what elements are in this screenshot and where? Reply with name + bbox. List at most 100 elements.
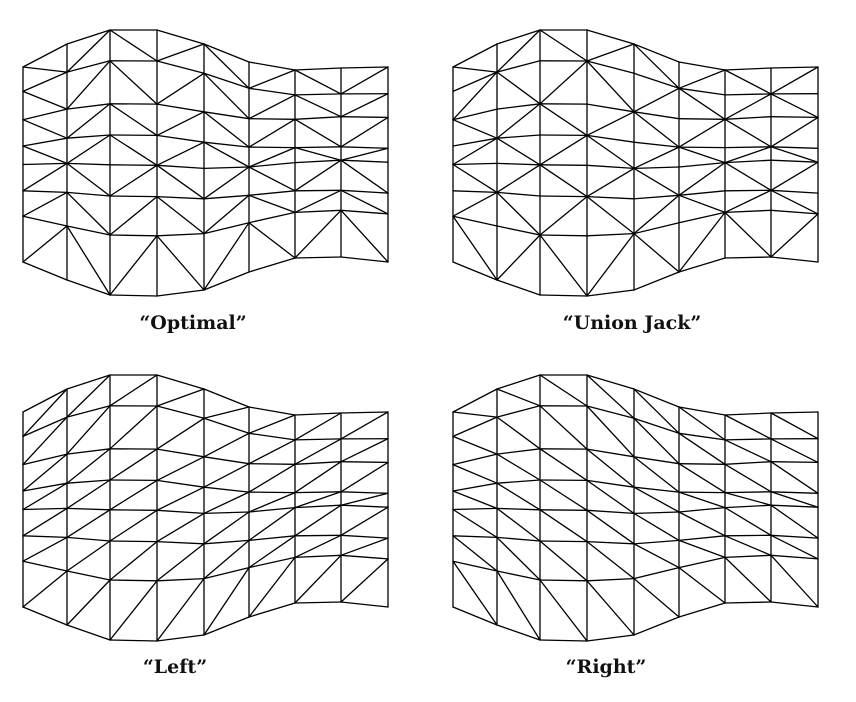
mesh-diagonal [633, 388, 680, 434]
mesh-diagonal [22, 388, 68, 438]
mesh-edge [496, 60, 541, 73]
mesh-edge [203, 511, 250, 515]
mesh-diagonal [770, 504, 819, 539]
mesh-edge [248, 506, 296, 513]
mesh-diagonal [294, 69, 342, 95]
mesh-diagonal [539, 234, 588, 297]
mesh-diagonal [770, 116, 819, 148]
mesh-edge [496, 103, 541, 110]
mesh-edge [724, 554, 772, 559]
mesh-union-jack [452, 29, 819, 297]
mesh-edge [770, 189, 819, 194]
mesh-edge [724, 209, 772, 214]
mesh-edge [452, 453, 498, 466]
mesh-diagonal [66, 540, 111, 572]
mesh-diagonal [156, 43, 205, 62]
mesh-diagonal [586, 111, 635, 137]
mesh-edge [770, 504, 819, 508]
mesh-edge [496, 29, 541, 45]
mesh-edge [156, 134, 205, 143]
mesh-edge [22, 606, 68, 626]
mesh-diagonal [770, 189, 819, 215]
mesh-diagonal [633, 194, 680, 235]
mesh-edge [633, 194, 680, 200]
mesh-diagonal [66, 405, 111, 455]
mesh-diagonal [294, 554, 342, 604]
mesh-edge [294, 438, 342, 441]
mesh-diagonal [452, 119, 498, 139]
mesh-diagonal [156, 111, 205, 137]
mesh-edge [586, 134, 635, 143]
mesh-diagonal [203, 111, 250, 148]
mesh-diagonal [539, 134, 588, 166]
mesh-edge [340, 491, 389, 494]
mesh-diagonal [586, 580, 635, 636]
mesh-edge [452, 535, 498, 539]
mesh-edge [66, 103, 111, 110]
mesh-diagonal [452, 560, 498, 626]
mesh-edge [156, 509, 205, 515]
mesh-edge [724, 461, 772, 465]
mesh-edge [539, 234, 588, 237]
mesh-edge [586, 232, 635, 237]
mesh-diagonal [66, 479, 111, 510]
mesh-diagonal [724, 211, 772, 258]
mesh-diagonal [203, 432, 250, 458]
mesh-edge [294, 209, 342, 214]
mesh-edge [770, 116, 819, 119]
mesh-edge [586, 164, 635, 170]
mesh-edge [586, 60, 635, 74]
mesh-edge [340, 116, 389, 119]
mesh-diagonal [678, 406, 726, 441]
mesh-diagonal [109, 134, 158, 166]
mesh-diagonal [22, 119, 68, 139]
mesh-edge [248, 146, 296, 149]
mesh-edge [294, 146, 342, 149]
mesh-edge [294, 504, 342, 509]
mesh-edge [340, 159, 389, 163]
mesh-edge [22, 215, 68, 227]
mesh-edge [452, 162, 498, 166]
mesh-diagonal [452, 490, 498, 510]
mesh-edge [770, 209, 819, 215]
mesh-diagonal [633, 232, 680, 273]
mesh-diagonal [724, 556, 772, 603]
mesh-diagonal [340, 492, 389, 506]
caption-union-jack: “Union Jack” [562, 312, 702, 334]
mesh-diagonal [294, 209, 342, 259]
mesh-edge [109, 579, 158, 582]
mesh-diagonal [248, 94, 296, 120]
mesh-diagonal [156, 141, 205, 166]
mesh-edge [66, 507, 111, 511]
mesh-edge [203, 111, 250, 120]
mesh-diagonal [770, 161, 819, 191]
mesh-edge [156, 289, 205, 297]
mesh-diagonal [248, 463, 296, 493]
mesh-edge [633, 141, 680, 148]
mesh-edge [294, 159, 342, 164]
mesh-diagonal [586, 479, 635, 515]
mesh-diagonal [452, 191, 498, 217]
mesh-edge [248, 406, 296, 416]
mesh-diagonal [156, 72, 205, 105]
mesh-edge [203, 43, 250, 63]
mesh-edge [633, 222, 680, 235]
mesh-edge [340, 209, 389, 215]
mesh-diagonal [678, 118, 726, 148]
mesh-edge [22, 388, 68, 413]
mesh-diagonal [452, 411, 498, 418]
mesh-edge [452, 261, 498, 281]
mesh-edge [66, 225, 111, 236]
mesh-edge [203, 166, 250, 170]
mesh-edge [109, 164, 158, 166]
mesh-diagonal [496, 416, 541, 450]
mesh-diagonal [248, 69, 296, 89]
mesh-diagonal [248, 222, 296, 259]
mesh-diagonal [340, 438, 389, 463]
mesh-diagonal [203, 194, 250, 235]
mesh-edge [586, 448, 635, 458]
mesh-diagonal [66, 60, 111, 110]
mesh-diagonal [340, 116, 389, 148]
mesh-edge [496, 134, 541, 139]
